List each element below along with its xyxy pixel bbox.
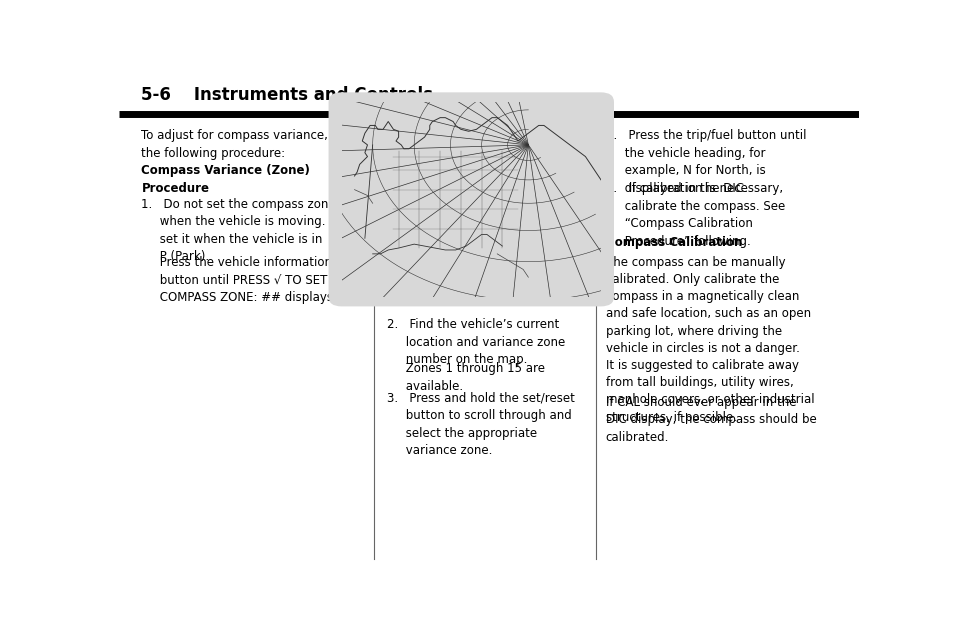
Text: Compass Variance (Zone)
Procedure: Compass Variance (Zone) Procedure [141, 165, 310, 195]
Text: Zones 1 through 15 are
     available.: Zones 1 through 15 are available. [387, 362, 544, 393]
Text: 4.   Press the trip/fuel button until
     the vehicle heading, for
     example: 4. Press the trip/fuel button until the … [605, 129, 805, 195]
Text: To adjust for compass variance, use
the following procedure:: To adjust for compass variance, use the … [141, 129, 353, 160]
Text: 3.   Press and hold the set/reset
     button to scroll through and
     select : 3. Press and hold the set/reset button t… [387, 392, 574, 457]
Text: Compass Calibration: Compass Calibration [605, 236, 741, 249]
FancyBboxPatch shape [328, 93, 614, 306]
Text: 2.   Find the vehicle’s current
     location and variance zone
     number on t: 2. Find the vehicle’s current location a… [387, 318, 564, 366]
Text: Press the vehicle information
     button until PRESS √ TO SET
     COMPASS ZONE: Press the vehicle information button unt… [141, 256, 336, 304]
Text: The compass can be manually
calibrated. Only calibrate the
compass in a magnetic: The compass can be manually calibrated. … [605, 256, 814, 424]
Text: 5.   If calibration is necessary,
     calibrate the compass. See
     “Compass : 5. If calibration is necessary, calibrat… [605, 182, 784, 248]
Text: 5-6    Instruments and Controls: 5-6 Instruments and Controls [141, 85, 433, 103]
Text: If CAL should ever appear in the
DIC display, the compass should be
calibrated.: If CAL should ever appear in the DIC dis… [605, 396, 816, 444]
Text: 1.   Do not set the compass zone
     when the vehicle is moving. Only
     set : 1. Do not set the compass zone when the … [141, 198, 356, 263]
